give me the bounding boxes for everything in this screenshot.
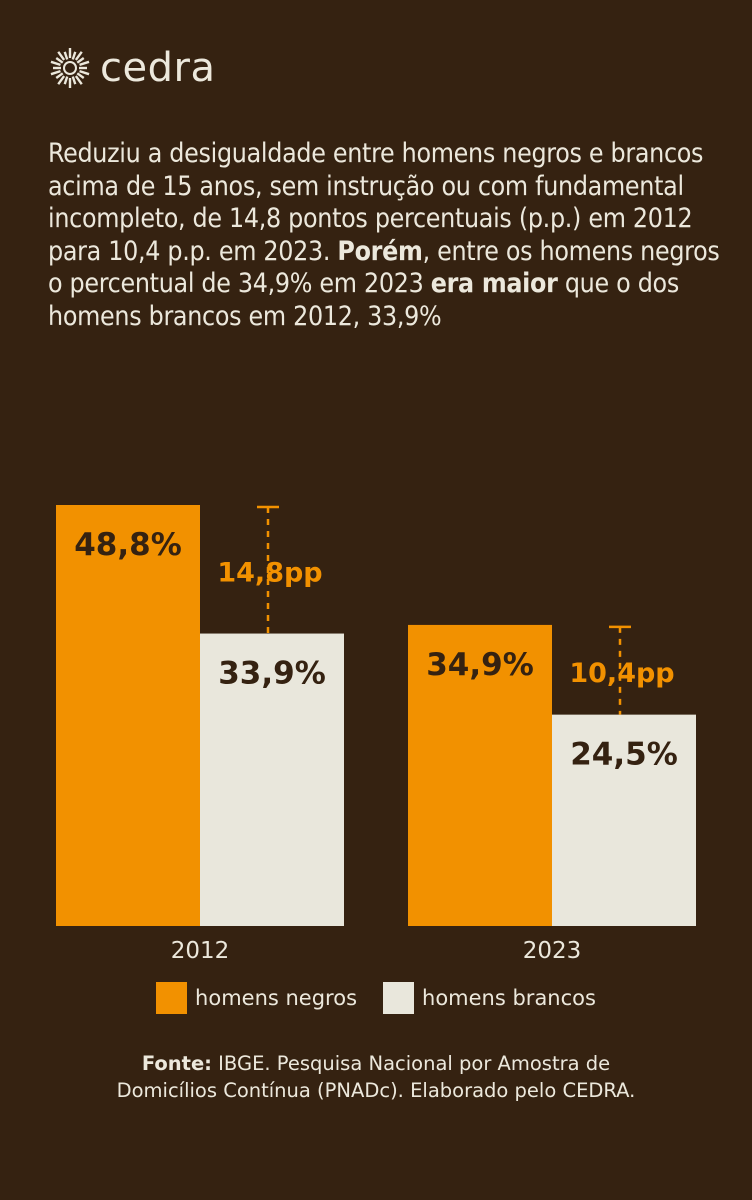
gap-label-2012: 14,8pp [217, 557, 322, 588]
bar-brancos-2012 [200, 633, 344, 926]
legend-label-brancos: homens brancos [422, 986, 596, 1010]
x-tick-2023: 2023 [523, 938, 582, 964]
bar-chart: 48,8% 33,9% 14,8pp 2012 34,9% 24,5% 10,4pp 2023 [56, 505, 696, 964]
source-line-1: IBGE. Pesquisa Nacional por Amostra de [211, 1052, 611, 1075]
x-tick-2012: 2012 [171, 938, 230, 964]
legend-swatch-brancos [383, 982, 415, 1014]
bar-label-brancos-2012: 33,9% [218, 656, 326, 692]
intro-bold-2: era maior [430, 268, 558, 300]
legend-swatch-negros [156, 982, 188, 1014]
bar-label-negros-2012: 48,8% [74, 527, 182, 563]
legend-item-brancos: homens brancos [383, 982, 596, 1014]
intro-bold-1: Porém [337, 235, 423, 267]
gap-label-2023: 10,4pp [569, 658, 674, 689]
source-prefix: Fonte: [141, 1052, 212, 1075]
brand-logo: cedra [48, 46, 215, 90]
brand-name: cedra [100, 45, 216, 91]
chart-legend: homens negros homens brancos [0, 982, 752, 1014]
source-note: Fonte: IBGE. Pesquisa Nacional por Amost… [0, 1050, 752, 1104]
source-line-2: Domicílios Contínua (PNADc). Elaborado p… [116, 1079, 636, 1102]
intro-text-3: que o dos homens brancos em 2012, 33,9% [48, 268, 679, 332]
bar-brancos-2023 [552, 714, 696, 926]
sunburst-icon [50, 48, 90, 88]
intro-text-2: , entre os homens negros o percentual de… [48, 235, 720, 300]
intro-text-1: Reduziu a desigualdade entre homens negr… [48, 138, 704, 267]
intro-paragraph: Reduziu a desigualdade entre homens negr… [48, 138, 728, 334]
bar-negros-2023 [408, 624, 552, 926]
bar-negros-2012 [56, 505, 200, 926]
legend-label-negros: homens negros [195, 986, 358, 1010]
bar-label-brancos-2023: 24,5% [570, 737, 678, 773]
legend-item-negros: homens negros [156, 982, 357, 1014]
bar-label-negros-2023: 34,9% [426, 647, 534, 683]
